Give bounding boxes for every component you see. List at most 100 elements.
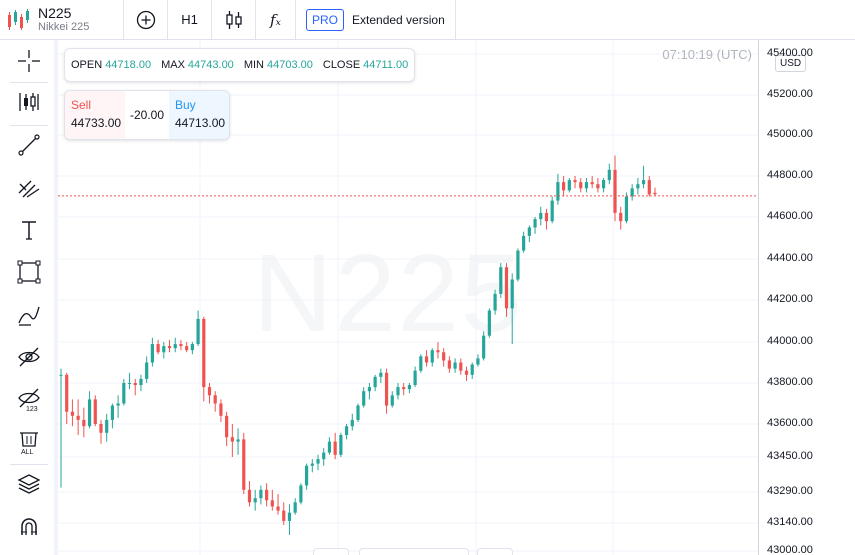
chart-type-button[interactable] [212, 0, 256, 40]
candle-body [179, 344, 183, 347]
eye-hidden-icon [18, 347, 40, 367]
candle-body [499, 267, 503, 294]
magnet-icon [21, 518, 37, 535]
price-tick-label: 45200.00 [767, 88, 813, 100]
candle-body [470, 364, 474, 375]
price-tick-label: 45400.00 [767, 47, 813, 59]
interval-button[interactable]: H1 [168, 0, 212, 40]
candle-body [339, 435, 343, 455]
magnet-tool[interactable] [14, 512, 44, 542]
rectangle-tool[interactable] [14, 257, 44, 287]
candle-body [613, 169, 617, 213]
extended-version-button[interactable]: PRO Extended version [296, 0, 456, 40]
plus-circle-icon [136, 10, 155, 29]
remove-all-tool[interactable]: ALL [14, 427, 44, 457]
price-tick-label: 43450.00 [767, 450, 813, 462]
candle-body [396, 387, 400, 396]
buy-label: Buy [175, 98, 196, 112]
candle-body [282, 510, 286, 521]
candle-body [424, 356, 429, 363]
candle-body [487, 310, 491, 336]
svg-text:123: 123 [26, 406, 38, 412]
trend-line-tool[interactable] [14, 130, 44, 160]
price-tick-label: 43290.00 [767, 485, 813, 497]
max-label: MAX [161, 59, 185, 71]
trend-line-icon [18, 134, 40, 156]
compare-symbol-button[interactable] [124, 0, 168, 40]
candle-body [242, 439, 246, 490]
candle-body [533, 219, 537, 228]
utc-clock: 07:10:19 (UTC) [662, 47, 752, 62]
candle-body [567, 180, 571, 191]
candle-body [556, 182, 560, 201]
currency-selector[interactable]: USD [775, 55, 807, 72]
close-value: 44711.00 [363, 59, 409, 71]
candle-body [390, 395, 394, 406]
extended-version-label: Extended version [352, 12, 445, 27]
price-axis[interactable]: USD 45400.00 45200.00 45000.00 44800.00 4460… [758, 40, 855, 555]
candle-body [430, 350, 434, 363]
sell-button[interactable]: Sell 44733.00 [65, 91, 125, 139]
candle-body [596, 184, 600, 189]
open-label: OPEN [71, 59, 103, 71]
candle-body [327, 441, 332, 453]
crosshair-tool[interactable] [14, 46, 44, 76]
symbol-selector[interactable]: N225 Nikkei 225 [36, 0, 124, 40]
candle-body [276, 506, 280, 511]
candle-body [259, 489, 263, 499]
candle-body [362, 391, 366, 406]
bars-style-tool[interactable] [14, 87, 44, 117]
layers-tool[interactable] [14, 469, 44, 499]
candle-body [350, 419, 354, 427]
price-tick-label: 44400.00 [767, 252, 813, 264]
close-label: CLOSE [322, 59, 361, 71]
candle-body [116, 403, 120, 406]
text-icon [22, 221, 36, 240]
symbol-watermark: N225 [253, 232, 524, 355]
logo-icon [0, 0, 36, 40]
candle-body [510, 279, 514, 309]
candle-body [436, 350, 440, 353]
candle-body [464, 370, 469, 375]
candle-body [185, 346, 189, 351]
candle-body [516, 250, 520, 280]
brush-tool[interactable] [14, 300, 44, 330]
hide-indicators-tool[interactable]: 123 [14, 385, 44, 415]
candle-body [453, 362, 457, 369]
candle-body [293, 502, 297, 513]
candle-body [550, 200, 554, 222]
buy-button[interactable]: Buy 44713.00 [169, 91, 229, 139]
crosshair-icon [18, 50, 40, 72]
max-value: 44743.00 [187, 59, 234, 71]
candle-body [127, 383, 132, 384]
fibonacci-tool[interactable] [14, 172, 44, 202]
indicators-button[interactable]: fₓ [256, 0, 296, 40]
candle-body [145, 362, 149, 379]
candle-body [333, 441, 337, 455]
eye-123-icon: 123 [18, 388, 40, 412]
candle-body [270, 500, 274, 507]
candle-body [110, 405, 115, 420]
price-tick-label: 43140.00 [767, 516, 813, 528]
price-tick-label: 43000.00 [767, 544, 813, 555]
trash-all-icon: ALL [20, 432, 38, 455]
price-tick-label: 43800.00 [767, 376, 813, 388]
candle-body [367, 387, 372, 392]
candle-body [647, 180, 651, 195]
candle-body [476, 358, 480, 365]
candle-body [601, 180, 606, 189]
candle-body [202, 318, 206, 388]
chart-pane[interactable]: N225 OPEN 44718.00 MAX 44743.00 MIN 4470… [58, 40, 758, 555]
candle-body [482, 335, 486, 359]
sell-price: 44733.00 [71, 116, 122, 130]
hide-drawings-tool[interactable] [14, 342, 44, 372]
candle-body [527, 227, 531, 236]
text-tool[interactable] [14, 215, 44, 245]
candle-body [573, 180, 577, 183]
candle-body [310, 463, 314, 466]
candle-body [413, 370, 417, 386]
trade-panel: Sell 44733.00 -20.00 Buy 44713.00 [64, 90, 230, 140]
candle-body [442, 352, 446, 361]
brush-icon [18, 306, 40, 326]
candle-body [247, 489, 252, 503]
